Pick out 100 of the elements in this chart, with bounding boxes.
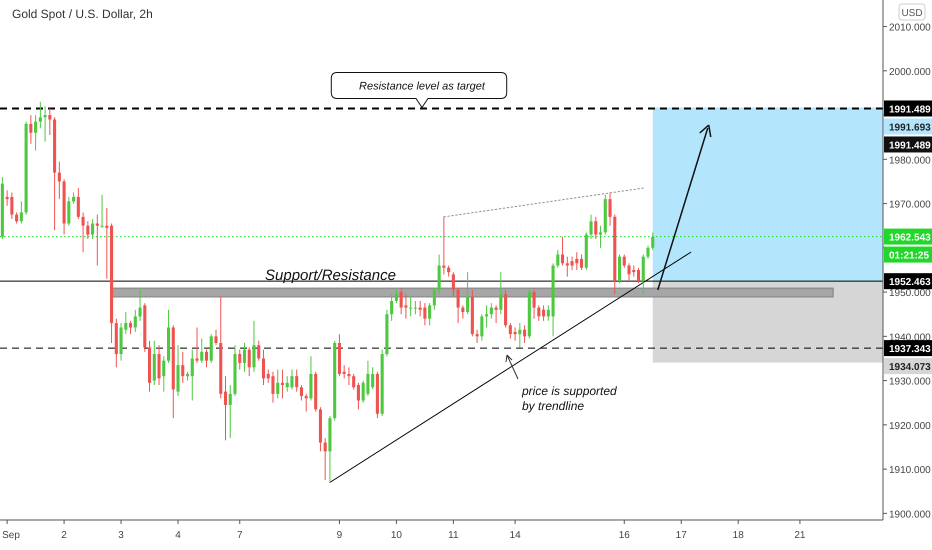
x-tick-label: 2: [61, 530, 68, 541]
candlestick: [29, 114, 32, 144]
x-tick-label: 17: [676, 530, 688, 541]
candlestick: [44, 106, 47, 142]
x-tick-label: Sep: [2, 530, 20, 541]
candlestick: [532, 289, 536, 320]
annotation: Support/Resistance: [265, 267, 396, 284]
text: Gold Spot / U.S. Dollar, 2h: [12, 7, 153, 21]
candlestick: [34, 114, 38, 151]
candlestick: [324, 438, 327, 481]
candlestick: [518, 322, 522, 348]
y-tick-label: 1910.000: [889, 465, 932, 476]
ref-line-label: 1962.543: [889, 232, 932, 244]
candlestick: [91, 218, 94, 240]
y-axis-title: USD: [901, 8, 923, 19]
candlestick: [162, 356, 166, 392]
x-tick-label: 16: [618, 530, 630, 541]
candlestick: [409, 296, 412, 317]
candlestick: [447, 265, 450, 278]
candlestick: [622, 254, 626, 268]
candlestick: [646, 245, 650, 260]
x-tick-label: 11: [448, 530, 459, 541]
candlestick: [252, 320, 256, 372]
candlestick: [228, 384, 232, 439]
candlestick: [452, 272, 455, 298]
annotation: price is supported by trendline: [521, 384, 618, 413]
candlestick: [67, 196, 70, 226]
candlestick: [82, 212, 85, 253]
x-tick-label: 14: [510, 530, 522, 541]
y-tick-label: 1900.000: [889, 509, 932, 520]
candlestick: [242, 342, 246, 372]
candlestick: [20, 200, 23, 224]
candlestick: [362, 380, 365, 404]
candlestick: [181, 351, 184, 384]
candlestick: [86, 220, 90, 240]
candlestick: [499, 272, 502, 315]
candlestick: [428, 302, 432, 326]
candlestick: [248, 346, 251, 377]
x-tick-label: 9: [336, 530, 343, 541]
x-tick-label: 4: [175, 530, 182, 541]
candlestick: [423, 302, 426, 326]
ref-line-label: 1937.343: [889, 344, 932, 356]
candlestick: [594, 216, 598, 240]
candlestick: [461, 304, 464, 320]
y-tick-label: 2000.000: [889, 66, 932, 78]
candlestick: [494, 304, 498, 324]
text: 1991.489: [889, 140, 932, 152]
candlestick: [304, 393, 308, 412]
ref-line-label: 1952.463: [889, 277, 932, 288]
y-tick-label: 1980.000: [889, 155, 932, 166]
candlestick: [276, 369, 280, 399]
candlestick: [651, 232, 654, 251]
x-tick-label: 7: [236, 530, 243, 541]
candlestick: [432, 287, 436, 310]
candlestick: [394, 289, 398, 304]
candlestick: [129, 320, 132, 335]
candlestick: [100, 194, 104, 228]
candlestick: [10, 192, 14, 220]
candlestick: [352, 373, 356, 390]
candlestick: [561, 236, 564, 266]
candlestick: [48, 108, 52, 136]
candlestick: [480, 314, 484, 342]
x-tick-label: 3: [118, 530, 124, 541]
candlestick: [556, 250, 560, 268]
y-tick-label: 1950.000: [889, 288, 932, 300]
candlestick: [204, 349, 208, 368]
x-tick-label: 18: [732, 530, 744, 541]
candlestick: [418, 300, 422, 317]
band-label: 1991.693: [889, 122, 932, 134]
candlestick: [589, 214, 593, 240]
candlestick: [257, 340, 260, 362]
y-tick-label: 1920.000: [889, 420, 932, 432]
candlestick: [138, 287, 142, 322]
ref-line-label: 1991.489: [889, 104, 932, 116]
candlestick: [485, 304, 488, 328]
candlestick: [58, 161, 61, 200]
y-tick-label: 1930.000: [889, 376, 932, 388]
x-tick-label: 21: [794, 530, 806, 541]
candlestick: [76, 188, 80, 220]
candlestick: [356, 382, 360, 410]
text: 01:21:25: [889, 250, 930, 262]
candlestick: [414, 300, 417, 315]
annotation: Resistance level as target: [359, 80, 486, 92]
y-tick-label: 1970.000: [889, 200, 932, 211]
x-tick-label: 10: [390, 530, 402, 541]
candlestick: [238, 349, 242, 370]
candlestick: [490, 302, 493, 320]
candlestick: [466, 272, 470, 315]
candlestick: [390, 294, 394, 322]
candlestick: [124, 312, 128, 335]
candlestick: [134, 309, 137, 332]
candlestick: [400, 287, 403, 315]
candlestick: [15, 212, 18, 224]
candlestick: [523, 324, 526, 344]
candlestick: [295, 369, 298, 392]
candlestick: [608, 192, 612, 226]
candlestick: [72, 192, 76, 204]
candlestick: [300, 384, 303, 402]
candlestick: [476, 329, 479, 344]
candlestick: [456, 287, 460, 324]
